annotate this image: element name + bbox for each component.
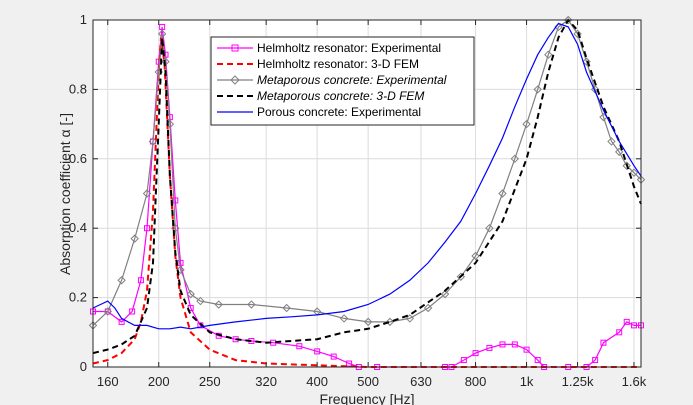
series-4 (92, 22, 642, 330)
data-point-square (623, 318, 630, 325)
data-point-square (499, 341, 506, 348)
legend-label: Helmholtz resonator: Experimental (257, 41, 441, 55)
data-point-diamond (622, 161, 631, 170)
series-group (88, 15, 646, 370)
data-point-diamond (405, 314, 415, 323)
data-point-diamond (533, 85, 542, 94)
data-point-square (534, 357, 541, 364)
data-point-diamond (385, 317, 395, 327)
data-point-square (104, 308, 111, 315)
series-line (92, 37, 641, 368)
data-point-diamond (339, 314, 349, 323)
x-tick-label: 400 (306, 374, 328, 389)
data-point-diamond (230, 75, 240, 85)
data-point-diamond (607, 137, 616, 146)
data-point-square (616, 329, 623, 336)
x-tick-label: 250 (199, 374, 221, 389)
data-point-diamond (148, 137, 158, 146)
data-point-diamond (142, 189, 152, 198)
data-point-diamond (423, 303, 433, 313)
data-point-square (630, 322, 637, 329)
data-point-square (172, 197, 179, 204)
data-point-square (486, 344, 493, 351)
data-point-diamond (485, 223, 494, 233)
data-point-square (314, 348, 321, 355)
series-1 (92, 37, 641, 368)
series-2 (88, 15, 646, 330)
x-tick-label: 1.6k (622, 374, 647, 389)
series-line (92, 18, 642, 355)
data-point-diamond (471, 251, 480, 261)
legend-box (210, 36, 475, 126)
data-point-diamond (564, 15, 573, 25)
legend-label: Metaporous concrete: 3-D FEM (257, 89, 424, 103)
y-tick-label: 1 (80, 12, 87, 27)
data-point-diamond (522, 119, 531, 129)
x-tick-label: 500 (357, 374, 379, 389)
data-point-diamond (157, 29, 167, 39)
y-tick-label: 0.2 (69, 290, 87, 305)
y-tick-label: 0.4 (69, 220, 87, 235)
tick-group: 160 200 250 320 400 500 630 800 1k 1.25k 1.6k 0 0.2 0… (69, 12, 647, 389)
x-tick-label: 630 (410, 374, 432, 389)
data-point-square (523, 346, 530, 353)
data-point-square (129, 308, 136, 315)
data-point-diamond (510, 154, 520, 164)
data-point-diamond (498, 189, 507, 198)
data-point-square (330, 353, 337, 360)
data-point-diamond (629, 168, 639, 177)
data-point-square (231, 44, 239, 52)
data-point-diamond (186, 289, 195, 299)
data-point-diamond (573, 29, 582, 39)
data-point-diamond (196, 296, 205, 306)
data-point-diamond (363, 317, 373, 327)
y-tick-label: 0 (80, 359, 87, 374)
data-point-square (600, 339, 607, 346)
plot-border (92, 19, 642, 368)
legend: Helmholtz resonator: Experimental Helmhol… (210, 36, 475, 126)
data-point-square (118, 318, 125, 325)
series-3 (92, 18, 642, 355)
data-point-diamond (117, 276, 126, 285)
y-axis-label: Absorption coefficient α [-] (57, 113, 73, 275)
legend-label: Porous concrete: Experimental (257, 105, 421, 119)
y-tick-label: 0.8 (69, 81, 87, 96)
data-point-diamond (130, 234, 139, 243)
data-point-diamond (176, 265, 185, 275)
data-point-diamond (282, 303, 291, 313)
data-point-square (346, 360, 353, 367)
data-point-square (472, 350, 479, 357)
x-tick-label: 1k (520, 374, 534, 389)
x-axis-label: Frequency [Hz] (320, 391, 415, 405)
x-tick-label: 160 (97, 374, 119, 389)
data-point-square (137, 277, 144, 284)
data-point-diamond (247, 300, 256, 309)
data-point-diamond (103, 307, 112, 316)
data-point-diamond (440, 289, 450, 299)
data-point-diamond (544, 50, 553, 59)
series-line (92, 19, 642, 326)
series-line (92, 22, 642, 330)
data-point-diamond (582, 57, 591, 66)
data-point-diamond (171, 223, 180, 233)
data-point-square (296, 343, 303, 350)
data-point-diamond (615, 147, 624, 157)
x-tick-label: 1.25k (562, 374, 594, 389)
data-point-diamond (456, 272, 466, 281)
legend-label: Helmholtz resonator: 3-D FEM (257, 57, 419, 71)
data-point-square (159, 23, 166, 30)
data-point-square (460, 357, 467, 364)
data-point-diamond (214, 300, 223, 309)
y-tick-label: 0.6 (69, 151, 87, 166)
data-point-square (511, 341, 518, 348)
x-tick-label: 320 (255, 374, 277, 389)
data-point-square (592, 357, 599, 364)
data-point-square (144, 225, 151, 232)
legend-label: Metaporous concrete: Experimental (257, 73, 447, 87)
x-tick-label: 200 (148, 374, 170, 389)
x-tick-label: 800 (465, 374, 487, 389)
